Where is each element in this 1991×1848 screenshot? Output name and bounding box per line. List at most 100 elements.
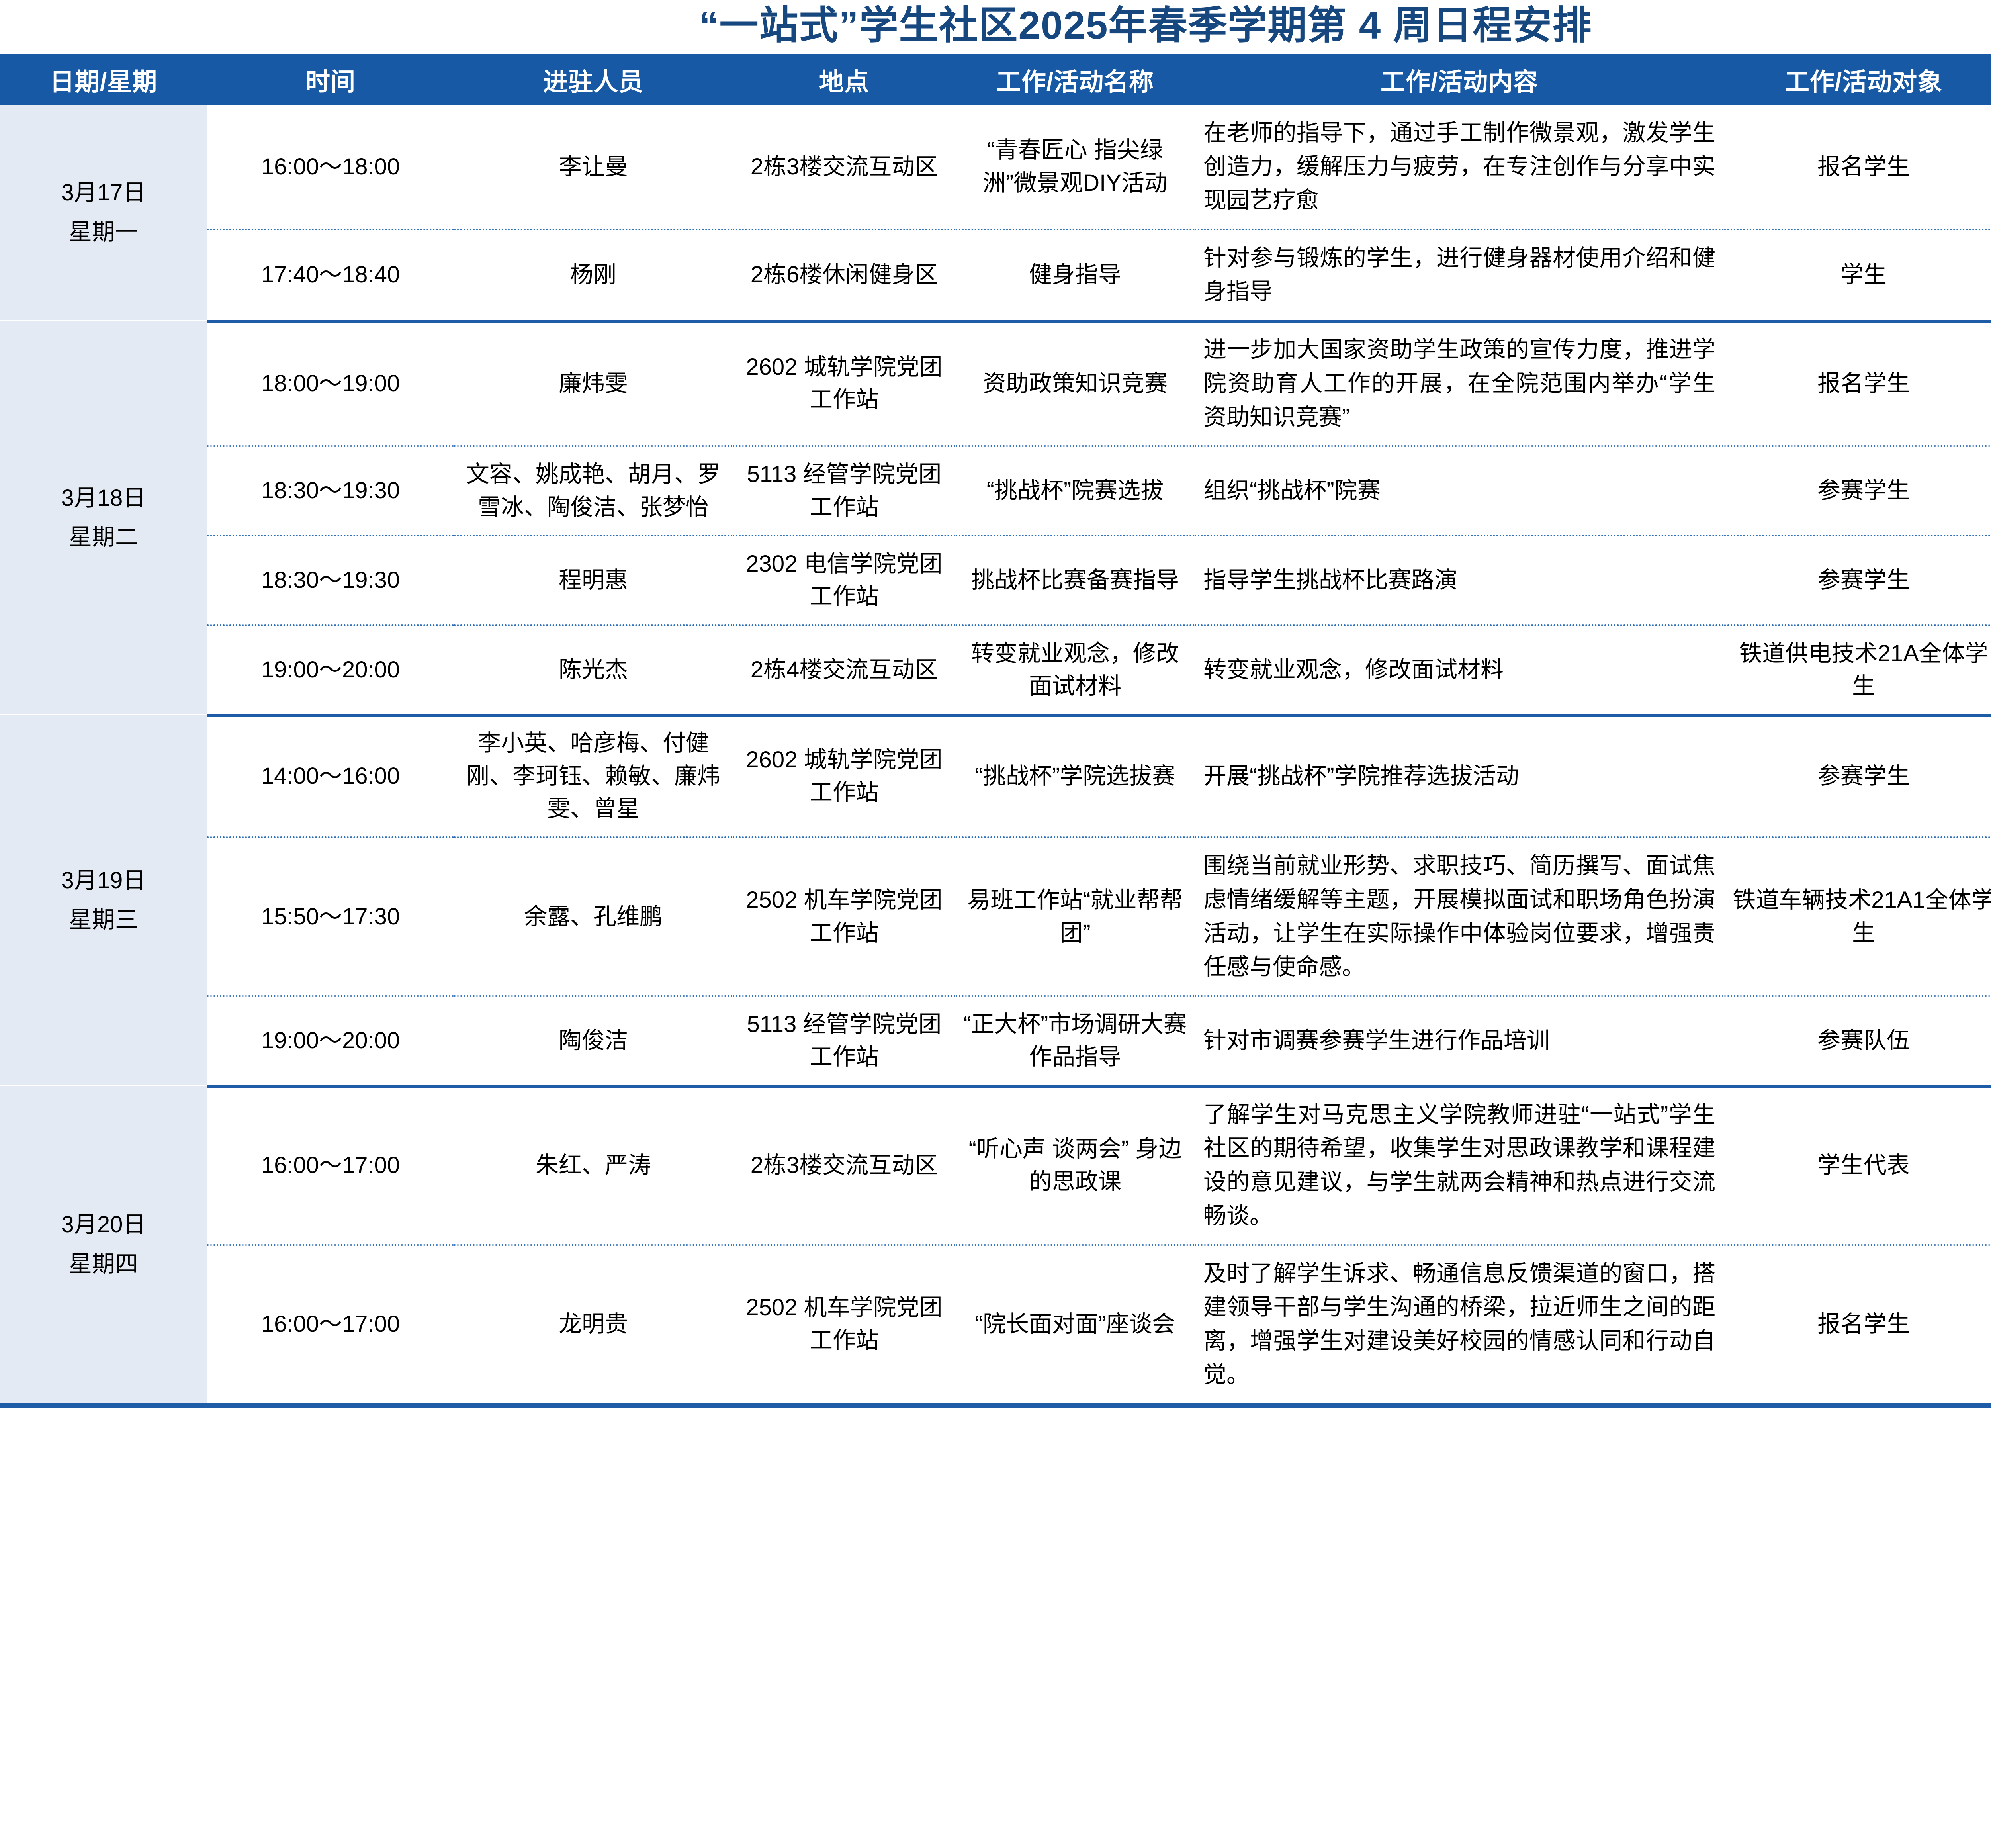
cell-time: 19:00～20:00 bbox=[207, 624, 454, 715]
date-cell: 3月17日 星期一 bbox=[0, 105, 207, 322]
cell-activity-content: 针对市调赛参赛学生进行作品培训 bbox=[1195, 995, 1724, 1086]
date-cell: 3月20日星期四 bbox=[0, 1086, 207, 1406]
cell-time: 16:00～17:00 bbox=[207, 1085, 454, 1245]
table-row: 3月20日 星期四 16:00～17:00 朱红、严涛 2栋3楼交流互动区 “听心声 谈两… bbox=[0, 1085, 1991, 1406]
cell-activity-content: 了解学生对马克思主义学院教师进驻“一站式”学生社区的期待希望，收集学生对思政课教… bbox=[1195, 1085, 1724, 1245]
cell-staff: 余露、孔维鹏 bbox=[454, 836, 733, 996]
cell-time: 18:00～19:00 bbox=[207, 320, 454, 446]
cell-target: 铁道车辆技术21A1全体学生 bbox=[1724, 836, 1991, 996]
cell-time: 17:40～18:40 bbox=[207, 228, 454, 321]
cell-time: 18:30～19:30 bbox=[207, 445, 454, 536]
cell-staff: 陈光杰 bbox=[454, 624, 733, 715]
page-title: “一站式”学生社区2025年春季学期第 4 周日程安排 bbox=[699, 3, 1592, 47]
cell-time: 16:00～18:00 bbox=[261, 153, 400, 180]
date-weekday: 星期四 bbox=[68, 1251, 138, 1277]
date-day: 3月18日 bbox=[61, 485, 146, 511]
cell-staff: 朱红、严涛 bbox=[454, 1085, 733, 1245]
schedule-table: 日期/星期 时间 进驻人员 地点 工作/活动名称 工作/活动内容 工作/活动对象… bbox=[0, 54, 1991, 1408]
table-row: 18:30～19:30 文容、姚成艳、胡月、罗雪冰、陶俊洁、张梦怡 5113 经管学… bbox=[0, 445, 1991, 536]
table-row: 3月18日 星期二 18:00～19:00 廉炜雯 2602 城轨学院党团工作站 资助政策… bbox=[0, 320, 1991, 716]
cell-target: 报名学生 bbox=[1724, 320, 1991, 446]
cell-activity-name: “挑战杯”学院选拔赛 bbox=[956, 714, 1195, 838]
cell-time: 18:30～19:30 bbox=[207, 534, 454, 625]
table-row: 16:00～17:00 龙明贵 2502 机车学院党团工作站 “院长面对面”座谈会 及时… bbox=[0, 1244, 1991, 1406]
cell-place: 2栋4楼交流互动区 bbox=[733, 624, 956, 715]
column-header-target: 工作/活动对象 bbox=[1724, 54, 1991, 105]
title-bar: “一站式”学生社区2025年春季学期第 4 周日程安排 bbox=[0, 0, 1991, 54]
cell-activity-content: 针对参与锻炼的学生，进行健身器材使用介绍和健身指导 bbox=[1195, 228, 1724, 321]
cell-place: 2栋3楼交流互动区 bbox=[750, 153, 938, 180]
cell-place: 2602 城轨学院党团工作站 bbox=[733, 714, 956, 838]
cell-place: 2502 机车学院党团工作站 bbox=[733, 836, 956, 996]
table-body: 3月17日 星期一 16:00～18:00 李让曼 2栋3楼交流互动区 “青春匠心 指尖绿… bbox=[0, 105, 1991, 1406]
table-row: 3月19日 星期三 14:00～16:00 李小英、哈彦梅、付健刚、李珂钰、赖敏、廉炜… bbox=[0, 714, 1991, 1086]
column-header-time: 时间 bbox=[207, 54, 454, 105]
cell-target: 参赛队伍 bbox=[1724, 995, 1991, 1086]
cell-place: 5113 经管学院党团工作站 bbox=[733, 995, 956, 1086]
cell-staff: 李让曼 bbox=[558, 153, 628, 180]
cell-activity-name: 挑战杯比赛备赛指导 bbox=[956, 534, 1195, 625]
cell-staff: 龙明贵 bbox=[454, 1244, 733, 1406]
cell-staff: 廉炜雯 bbox=[454, 320, 733, 446]
table-row: 17:40～18:40 杨刚 2栋6楼休闲健身区 健身指导 针对参与锻炼的学生，进行健身… bbox=[0, 228, 1991, 321]
cell-activity-name: 转变就业观念，修改面试材料 bbox=[956, 624, 1195, 715]
cell-staff: 李小英、哈彦梅、付健刚、李珂钰、赖敏、廉炜雯、曾星 bbox=[454, 714, 733, 838]
table-header: 日期/星期 时间 进驻人员 地点 工作/活动名称 工作/活动内容 工作/活动对象… bbox=[0, 54, 1991, 105]
cell-staff: 程明惠 bbox=[454, 534, 733, 625]
date-weekday: 星期一 bbox=[68, 219, 138, 245]
cell-activity-name: “青春匠心 指尖绿洲”微景观DIY活动 bbox=[982, 137, 1168, 196]
cell-activity-content: 及时了解学生诉求、畅通信息反馈渠道的窗口，搭建领导干部与学生沟通的桥梁，拉近师生… bbox=[1195, 1244, 1724, 1406]
cell-activity-content: 组织“挑战杯”院赛 bbox=[1195, 445, 1724, 536]
column-header-staff: 进驻人员 bbox=[454, 54, 733, 105]
cell-activity-content: 围绕当前就业形势、求职技巧、简历撰写、面试焦虑情绪缓解等主题，开展模拟面试和职场… bbox=[1195, 836, 1724, 996]
cell-activity-name: 易班工作站“就业帮帮团” bbox=[956, 836, 1195, 996]
cell-time: 19:00～20:00 bbox=[207, 995, 454, 1086]
cell-time: 16:00～17:00 bbox=[207, 1244, 454, 1406]
cell-place: 2302 电信学院党团工作站 bbox=[733, 534, 956, 625]
cell-activity-name: “挑战杯”院赛选拔 bbox=[956, 445, 1195, 536]
table-row: 15:50～17:30 余露、孔维鹏 2502 机车学院党团工作站 易班工作站“就业帮… bbox=[0, 836, 1991, 996]
cell-staff: 陶俊洁 bbox=[454, 995, 733, 1086]
cell-target: 参赛学生 bbox=[1724, 714, 1991, 838]
cell-time: 15:50～17:30 bbox=[207, 836, 454, 996]
table-row: 19:00～20:00 陈光杰 2栋4楼交流互动区 转变就业观念，修改面试材料 转变就业… bbox=[0, 624, 1991, 715]
column-header-date: 日期/星期 bbox=[0, 54, 207, 105]
cell-activity-content: 进一步加大国家资助学生政策的宣传力度，推进学院资助育人工作的开展，在全院范围内举… bbox=[1195, 320, 1724, 446]
date-day: 3月20日 bbox=[61, 1212, 146, 1238]
date-day: 3月19日 bbox=[61, 867, 146, 893]
cell-activity-name: 健身指导 bbox=[956, 228, 1195, 321]
column-header-place: 地点 bbox=[733, 54, 956, 105]
table-row: 3月17日 星期一 16:00～18:00 李让曼 2栋3楼交流互动区 “青春匠心 指尖绿… bbox=[0, 105, 1991, 322]
cell-place: 2502 机车学院党团工作站 bbox=[733, 1244, 956, 1406]
date-weekday: 星期二 bbox=[68, 524, 138, 550]
cell-staff: 杨刚 bbox=[454, 228, 733, 321]
cell-place: 2栋6楼休闲健身区 bbox=[733, 228, 956, 321]
cell-time: 14:00～16:00 bbox=[207, 714, 454, 838]
table-row: 19:00～20:00 陶俊洁 5113 经管学院党团工作站 “正大杯”市场调研大赛作… bbox=[0, 995, 1991, 1086]
cell-activity-name: “院长面对面”座谈会 bbox=[956, 1244, 1195, 1406]
cell-activity-name: “听心声 谈两会” 身边的思政课 bbox=[956, 1085, 1195, 1245]
cell-activity-content: 转变就业观念，修改面试材料 bbox=[1195, 624, 1724, 715]
cell-activity-name: “正大杯”市场调研大赛作品指导 bbox=[956, 995, 1195, 1086]
cell-target: 参赛学生 bbox=[1724, 445, 1991, 536]
cell-target: 学生代表 bbox=[1724, 1085, 1991, 1245]
header-row: 日期/星期 时间 进驻人员 地点 工作/活动名称 工作/活动内容 工作/活动对象… bbox=[0, 54, 1991, 105]
cell-place: 2栋3楼交流互动区 bbox=[733, 1085, 956, 1245]
cell-activity-content: 在老师的指导下，通过手工制作微景观，激发学生创造力，缓解压力与疲劳，在专注创作与… bbox=[1203, 119, 1715, 213]
cell-target: 铁道供电技术21A全体学生 bbox=[1724, 624, 1991, 715]
table-row: 18:30～19:30 程明惠 2302 电信学院党团工作站 挑战杯比赛备赛指导 指导学… bbox=[0, 534, 1991, 625]
cell-activity-content: 开展“挑战杯”学院推荐选拔活动 bbox=[1195, 714, 1724, 838]
cell-activity-name: 资助政策知识竞赛 bbox=[956, 320, 1195, 446]
cell-target: 参赛学生 bbox=[1724, 534, 1991, 625]
cell-staff: 文容、姚成艳、胡月、罗雪冰、陶俊洁、张梦怡 bbox=[454, 445, 733, 536]
column-header-name: 工作/活动名称 bbox=[956, 54, 1195, 105]
date-cell: 3月18日星期二 bbox=[0, 321, 207, 716]
date-weekday: 星期三 bbox=[68, 906, 138, 933]
cell-place: 2602 城轨学院党团工作站 bbox=[733, 320, 956, 446]
cell-activity-content: 指导学生挑战杯比赛路演 bbox=[1195, 534, 1724, 625]
cell-place: 5113 经管学院党团工作站 bbox=[733, 445, 956, 536]
cell-target: 报名学生 bbox=[1817, 153, 1910, 180]
cell-target: 学生 bbox=[1724, 228, 1991, 321]
date-cell: 3月19日星期三 bbox=[0, 715, 207, 1086]
